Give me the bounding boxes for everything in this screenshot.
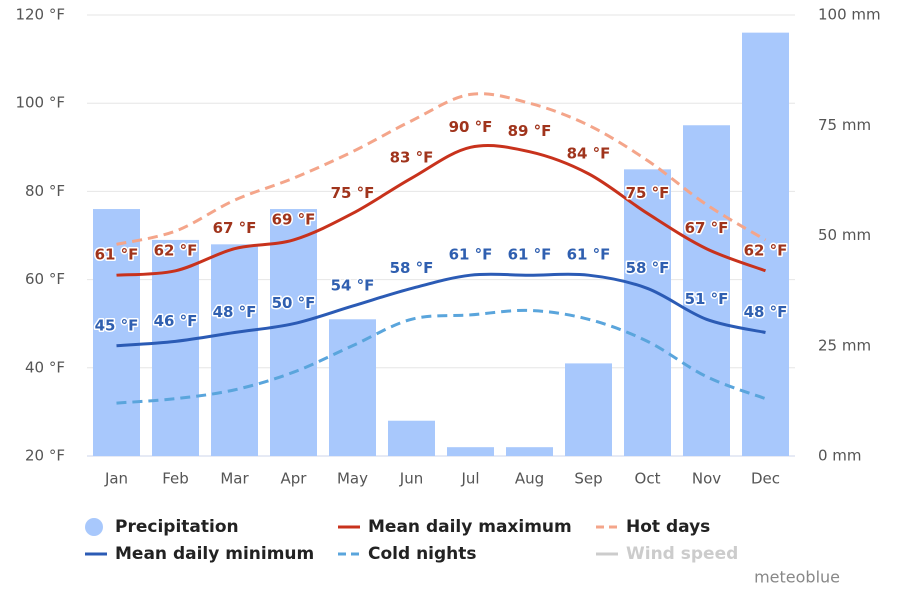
value-label: 69 °F	[272, 210, 316, 228]
y2-tick-label: 25 mm	[818, 336, 871, 354]
value-label: 89 °F	[508, 122, 552, 140]
y2-tick-label: 75 mm	[818, 116, 871, 134]
line	[116, 308, 767, 405]
y2-tick-label: 100 mm	[818, 6, 881, 24]
value-label: 84 °F	[567, 144, 611, 162]
value-label: 61 °F	[567, 246, 611, 264]
legend-label: Wind speed	[626, 544, 738, 564]
y-tick-label: 100 °F	[15, 94, 65, 112]
watermark: meteoblue	[754, 568, 840, 587]
value-label: 45 °F	[95, 316, 139, 334]
bar	[683, 125, 730, 456]
legend-label: Mean daily minimum	[115, 544, 314, 564]
legend-label: Hot days	[626, 517, 710, 537]
bar	[152, 239, 199, 456]
legend-symbol	[85, 518, 103, 536]
x-tick-label: Sep	[574, 470, 602, 488]
bar	[447, 447, 494, 456]
value-label: 75 °F	[331, 184, 375, 202]
x-tick-label: Apr	[281, 470, 308, 488]
x-tick-label: Oct	[635, 470, 661, 488]
bar	[270, 209, 317, 456]
legend-label: Precipitation	[115, 517, 239, 537]
value-label: 83 °F	[390, 149, 434, 167]
y2-tick-label: 0 mm	[818, 447, 862, 465]
value-label: 67 °F	[213, 219, 257, 237]
y-tick-label: 20 °F	[25, 447, 65, 465]
value-label: 61 °F	[508, 246, 552, 264]
line	[116, 92, 767, 246]
x-tick-label: Aug	[515, 470, 544, 488]
value-label: 75 °F	[626, 184, 670, 202]
bar	[624, 169, 671, 456]
value-label: 67 °F	[685, 219, 729, 237]
bar	[742, 32, 789, 456]
bar	[565, 363, 612, 456]
bar	[388, 420, 435, 456]
bar	[506, 447, 553, 456]
bar	[93, 209, 140, 456]
y-tick-label: 120 °F	[15, 6, 65, 24]
value-label: 46 °F	[154, 312, 198, 330]
x-tick-label: Mar	[220, 470, 249, 488]
legend-label: Mean daily maximum	[368, 517, 572, 537]
y-tick-label: 40 °F	[25, 358, 65, 376]
x-tick-label: May	[337, 470, 368, 488]
y-tick-label: 80 °F	[25, 182, 65, 200]
value-label: 48 °F	[213, 303, 257, 321]
legend-label: Cold nights	[368, 544, 477, 564]
x-tick-label: Dec	[751, 470, 780, 488]
x-tick-label: Jan	[104, 470, 128, 488]
value-label: 62 °F	[154, 241, 198, 259]
value-label: 58 °F	[390, 259, 434, 277]
value-label: 54 °F	[331, 277, 375, 295]
line	[116, 144, 767, 277]
value-label: 58 °F	[626, 259, 670, 277]
value-label: 90 °F	[449, 118, 493, 136]
value-label: 50 °F	[272, 294, 316, 312]
value-label: 61 °F	[449, 246, 493, 264]
y2-tick-label: 50 mm	[818, 226, 871, 244]
x-tick-label: Jun	[399, 470, 423, 488]
bar	[211, 244, 258, 456]
x-tick-label: Jul	[460, 470, 479, 488]
value-label: 51 °F	[685, 290, 729, 308]
value-label: 61 °F	[95, 246, 139, 264]
x-tick-label: Nov	[692, 470, 721, 488]
value-label: 48 °F	[744, 303, 788, 321]
bar	[329, 319, 376, 456]
line	[116, 272, 766, 348]
x-tick-label: Feb	[162, 470, 189, 488]
value-label: 62 °F	[744, 241, 788, 259]
y-tick-label: 60 °F	[25, 270, 65, 288]
